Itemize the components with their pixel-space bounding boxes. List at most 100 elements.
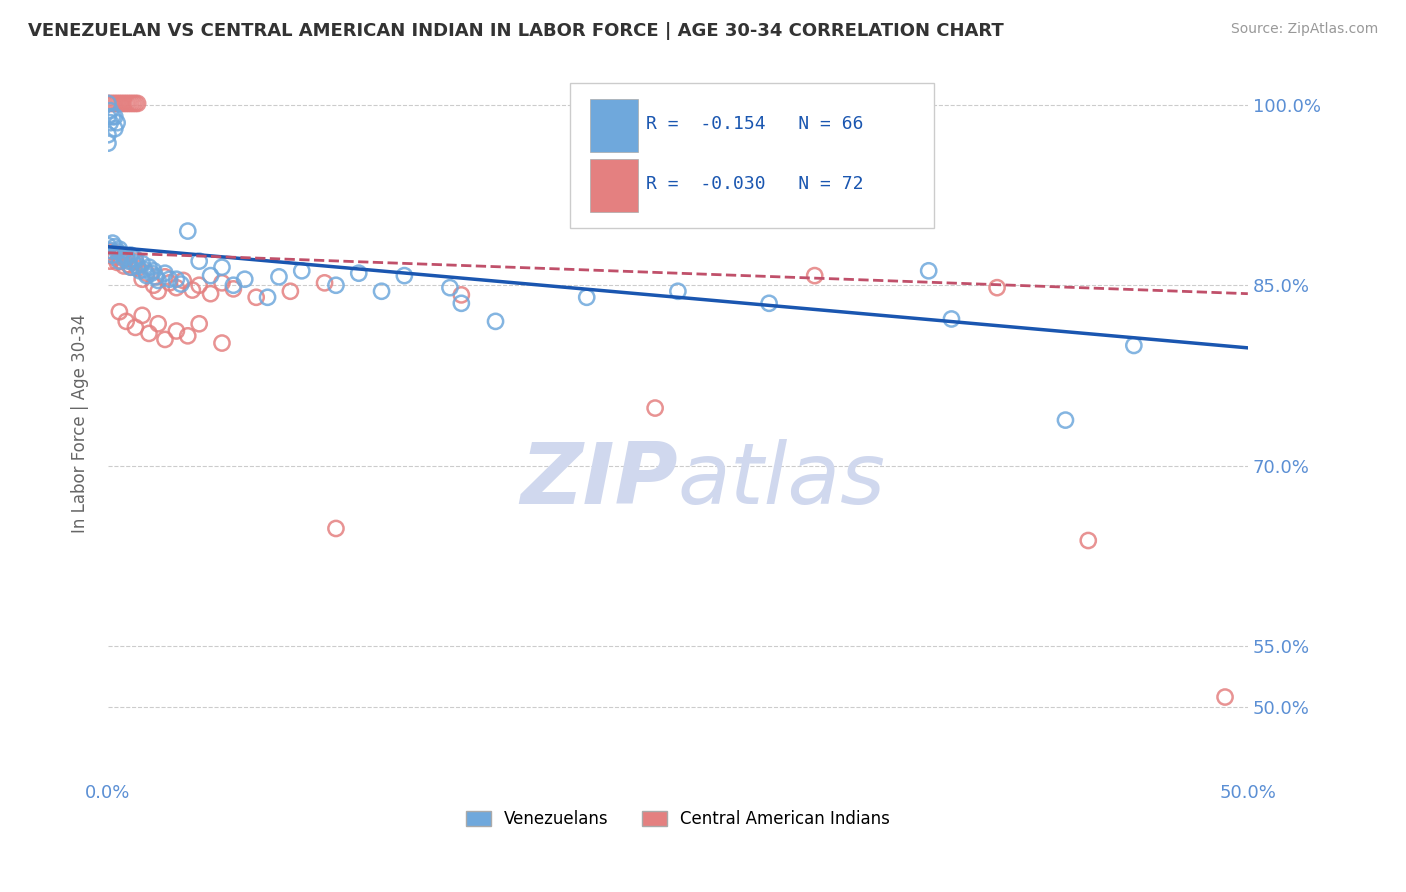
Point — [101, 236, 124, 251]
Point — [177, 224, 200, 238]
Point — [97, 136, 120, 151]
Point — [153, 269, 176, 284]
Point — [941, 312, 963, 326]
Point — [138, 260, 160, 275]
Point — [986, 280, 1008, 294]
Point — [127, 96, 149, 111]
Point — [120, 248, 142, 262]
Point — [127, 259, 149, 273]
Text: VENEZUELAN VS CENTRAL AMERICAN INDIAN IN LABOR FORCE | AGE 30-34 CORRELATION CHA: VENEZUELAN VS CENTRAL AMERICAN INDIAN IN… — [28, 22, 1004, 40]
Point — [291, 264, 314, 278]
Point — [1122, 338, 1144, 352]
Point — [115, 249, 138, 263]
Point — [138, 326, 160, 341]
Text: R =  -0.030   N = 72: R = -0.030 N = 72 — [645, 175, 863, 193]
Point — [325, 278, 347, 293]
Point — [120, 96, 142, 111]
Point — [181, 283, 204, 297]
Point — [104, 96, 127, 111]
Point — [347, 266, 370, 280]
Point — [97, 248, 120, 262]
FancyBboxPatch shape — [591, 99, 638, 152]
Point — [484, 314, 506, 328]
Point — [111, 254, 134, 268]
Point — [124, 254, 146, 268]
Point — [146, 317, 169, 331]
Point — [108, 304, 131, 318]
Point — [141, 266, 163, 280]
Point — [165, 272, 187, 286]
Point — [101, 96, 124, 111]
Point — [120, 260, 142, 275]
Point — [159, 276, 181, 290]
Point — [101, 110, 124, 124]
Point — [153, 266, 176, 280]
Point — [267, 269, 290, 284]
Point — [211, 336, 233, 351]
Point — [129, 264, 152, 278]
FancyBboxPatch shape — [569, 83, 935, 228]
Point — [97, 96, 120, 111]
Point — [104, 240, 127, 254]
Point — [131, 256, 153, 270]
Point — [439, 280, 461, 294]
Text: atlas: atlas — [678, 439, 886, 522]
Point — [170, 277, 193, 291]
Point — [142, 278, 165, 293]
Point — [97, 128, 120, 142]
FancyBboxPatch shape — [591, 160, 638, 212]
Point — [165, 280, 187, 294]
Point — [314, 276, 336, 290]
Point — [200, 268, 222, 283]
Point — [211, 260, 233, 275]
Point — [1077, 533, 1099, 548]
Point — [111, 96, 134, 111]
Point — [142, 264, 165, 278]
Point — [98, 244, 121, 258]
Point — [120, 260, 142, 275]
Point — [105, 255, 128, 269]
Point — [803, 268, 825, 283]
Point — [124, 320, 146, 334]
Point — [117, 96, 139, 111]
Point — [117, 258, 139, 272]
Point — [124, 252, 146, 266]
Point — [127, 261, 149, 276]
Point — [98, 96, 121, 111]
Point — [245, 290, 267, 304]
Point — [200, 286, 222, 301]
Point — [105, 96, 128, 111]
Point — [108, 242, 131, 256]
Point — [112, 259, 135, 273]
Point — [122, 96, 145, 111]
Point — [101, 248, 124, 262]
Point — [188, 278, 211, 293]
Point — [145, 269, 167, 284]
Point — [159, 272, 181, 286]
Point — [575, 290, 598, 304]
Point — [222, 282, 245, 296]
Legend: Venezuelans, Central American Indians: Venezuelans, Central American Indians — [458, 803, 897, 835]
Point — [165, 324, 187, 338]
Point — [122, 255, 145, 269]
Point — [370, 285, 392, 299]
Point — [115, 314, 138, 328]
Point — [394, 268, 416, 283]
Point — [111, 247, 134, 261]
Point — [153, 333, 176, 347]
Point — [450, 296, 472, 310]
Point — [105, 244, 128, 259]
Text: R =  -0.154   N = 66: R = -0.154 N = 66 — [645, 115, 863, 133]
Point — [131, 272, 153, 286]
Point — [918, 264, 941, 278]
Point — [211, 276, 233, 290]
Point — [97, 238, 120, 252]
Point — [666, 285, 689, 299]
Point — [758, 296, 780, 310]
Point — [146, 273, 169, 287]
Point — [115, 96, 138, 111]
Point — [280, 285, 302, 299]
Point — [98, 254, 121, 268]
Point — [1054, 413, 1077, 427]
Point — [188, 317, 211, 331]
